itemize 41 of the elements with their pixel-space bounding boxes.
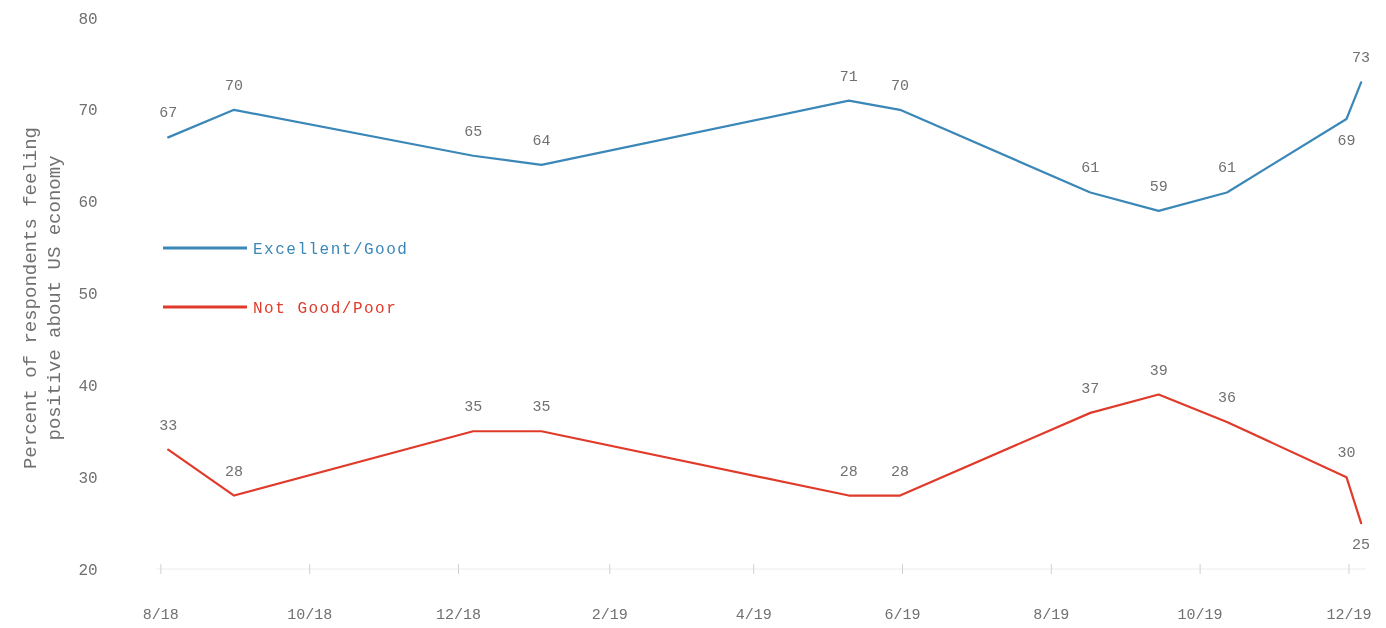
y-tick-label: 80 <box>78 10 98 29</box>
data-label: 25 <box>1352 537 1371 555</box>
data-label: 64 <box>532 132 551 150</box>
y-tick-label: 70 <box>78 102 98 121</box>
data-label: 30 <box>1337 445 1356 463</box>
x-tick-label: 12/18 <box>435 607 482 624</box>
data-label: 61 <box>1081 160 1100 178</box>
x-tick-label: 4/19 <box>735 607 772 624</box>
data-label: 39 <box>1149 362 1168 380</box>
y-tick-label: 60 <box>78 194 98 213</box>
y-tick-label: 30 <box>78 469 98 488</box>
data-label: 36 <box>1217 390 1236 408</box>
data-label: 28 <box>891 463 910 481</box>
data-label: 33 <box>159 417 178 435</box>
data-label: 73 <box>1352 50 1371 68</box>
x-tick-label: 10/19 <box>1177 607 1223 624</box>
x-tick-label: 8/19 <box>1033 607 1070 624</box>
y-tick-label: 50 <box>78 286 98 305</box>
data-label: 69 <box>1337 133 1356 151</box>
y-tick-label: 20 <box>78 561 98 580</box>
text: Not Good/Poor <box>253 299 398 318</box>
data-label: 35 <box>464 399 483 417</box>
text: Excellent/Good <box>253 240 409 259</box>
y-axis-title: Percent of respondents feeling positive about US economy <box>20 126 66 470</box>
data-label: 37 <box>1081 380 1100 398</box>
data-label: 28 <box>839 463 858 481</box>
data-label: 71 <box>839 68 858 86</box>
data-label: 59 <box>1149 178 1168 196</box>
data-label: 70 <box>225 77 244 95</box>
data-label: 28 <box>225 463 244 481</box>
data-label: 61 <box>1217 160 1236 178</box>
data-label: 67 <box>159 105 178 123</box>
x-tick-label: 12/19 <box>1326 607 1372 624</box>
data-label: 70 <box>891 77 910 95</box>
x-tick-label: 6/19 <box>884 607 921 624</box>
x-tick-label: 10/18 <box>287 607 333 624</box>
data-label: 35 <box>532 399 551 417</box>
y-tick-label: 40 <box>78 377 98 396</box>
x-tick-label: 8/18 <box>142 607 179 624</box>
data-label: 65 <box>464 123 483 141</box>
x-tick-label: 2/19 <box>591 607 628 624</box>
